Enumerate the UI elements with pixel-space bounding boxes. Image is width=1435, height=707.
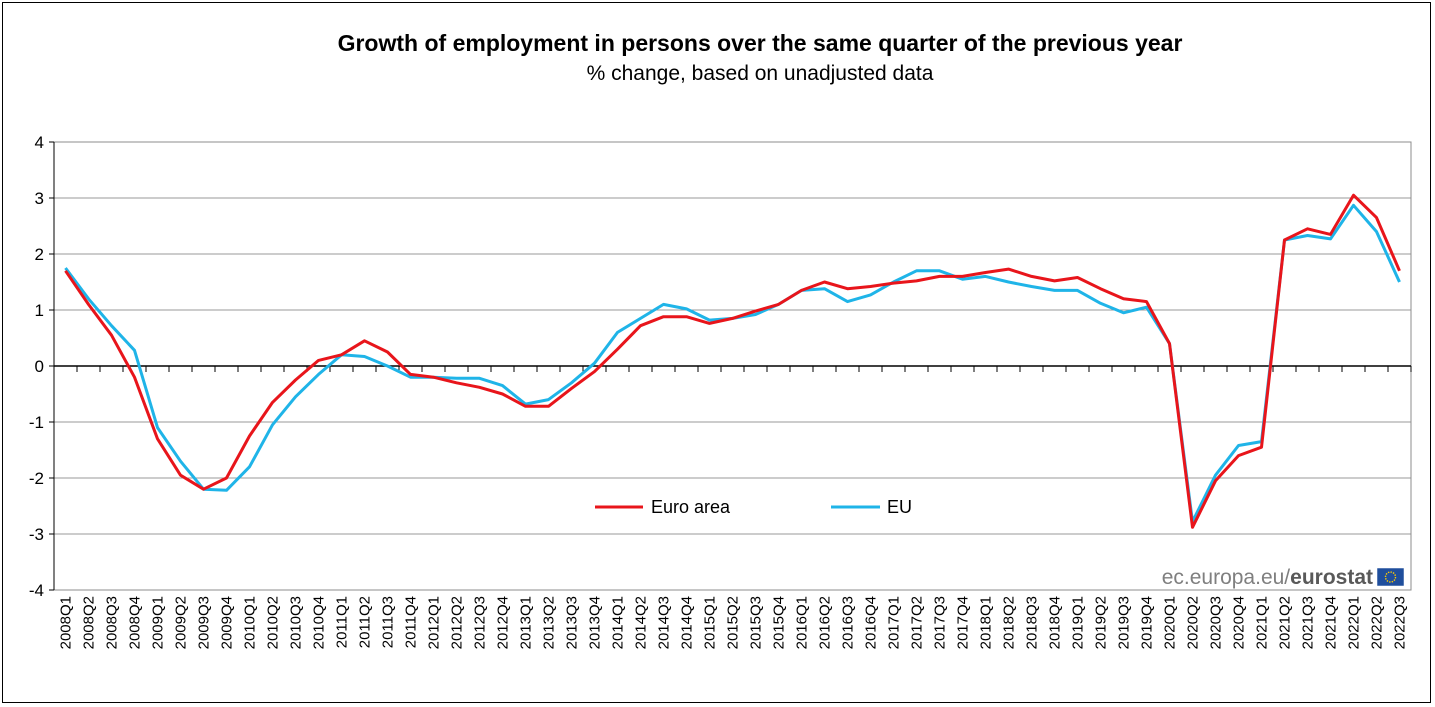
x-tick-label: 2011Q4 <box>403 596 420 648</box>
x-tick-label: 2009Q1 <box>150 596 167 649</box>
x-tick-label: 2013Q1 <box>518 596 535 649</box>
x-tick-label: 2018Q2 <box>1001 596 1018 649</box>
x-tick-label: 2014Q3 <box>656 596 673 649</box>
chart-subtitle: % change, based on unadjusted data <box>587 62 934 85</box>
x-tick-label: 2019Q2 <box>1093 596 1110 649</box>
x-tick-label: 2010Q3 <box>288 596 305 649</box>
y-tick-label: 1 <box>35 301 44 320</box>
source-text: ec.europa.eu/eurostat <box>1162 566 1373 589</box>
x-tick-label: 2009Q3 <box>196 596 213 649</box>
x-tick-label: 2012Q3 <box>472 596 489 649</box>
series-line-euro-area <box>64 193 1401 529</box>
x-tick-label: 2014Q4 <box>679 596 696 649</box>
x-tick-label: 2021Q2 <box>1277 596 1294 649</box>
x-tick-label: 2017Q1 <box>886 596 903 649</box>
x-tick-label: 2010Q4 <box>311 596 328 649</box>
x-tick-label: 2012Q2 <box>449 596 466 649</box>
y-tick-label: -2 <box>29 469 44 488</box>
x-tick-label: 2019Q1 <box>1070 596 1087 649</box>
x-tick-label: 2019Q3 <box>1116 596 1133 649</box>
plot-area: 4 3 2 1 0 -1 -2 -3 -4 2008Q1 2008Q2 2008Q3 2008Q4 200… <box>29 133 1412 649</box>
x-tick-label: 2008Q3 <box>104 596 121 649</box>
x-tick-label: 2015Q4 <box>771 596 788 649</box>
source-credit: ec.europa.eu/eurostat <box>1162 566 1405 589</box>
source-brand: eurostat <box>1290 566 1373 589</box>
x-tick-label: 2011Q1 <box>334 596 351 648</box>
chart-title: Growth of employment in persons over the… <box>338 30 1183 56</box>
legend: Euro area EU <box>595 497 912 517</box>
legend-label-eu: EU <box>887 497 912 517</box>
x-tick-label: 2012Q4 <box>495 596 512 649</box>
x-tick-label: 2017Q4 <box>955 596 972 649</box>
y-tick-label: 2 <box>35 245 44 264</box>
x-tick-label: 2010Q2 <box>265 596 282 649</box>
x-tick-label: 2014Q1 <box>610 596 627 649</box>
series-line-eu <box>64 203 1401 524</box>
x-tick-label: 2013Q3 <box>564 596 581 649</box>
x-tick-label: 2015Q2 <box>725 596 742 649</box>
y-tick-label: 0 <box>35 357 44 376</box>
x-tick-label: 2016Q3 <box>840 596 857 649</box>
x-tick-label: 2022Q2 <box>1369 596 1386 649</box>
eu-flag-icon <box>1376 567 1405 587</box>
x-tick-label: 2017Q3 <box>932 596 949 649</box>
x-tick-label: 2008Q4 <box>127 596 144 649</box>
x-tick-label: 2011Q2 <box>357 596 374 648</box>
y-tick-label: -3 <box>29 525 44 544</box>
x-tick-label: 2020Q3 <box>1208 596 1225 649</box>
x-tick-label: 2018Q3 <box>1024 596 1041 649</box>
x-tick-label: 2016Q4 <box>863 596 880 649</box>
x-tick-label: 2021Q3 <box>1300 596 1317 649</box>
x-tick-label: 2020Q4 <box>1231 596 1248 649</box>
source-prefix: ec.europa.eu/ <box>1162 566 1291 589</box>
x-tick-label: 2015Q1 <box>702 596 719 649</box>
x-tick-label: 2011Q3 <box>380 596 397 648</box>
x-tick-label: 2009Q2 <box>173 596 190 649</box>
x-tick-label: 2010Q1 <box>242 596 259 649</box>
x-tick-label: 2020Q2 <box>1185 596 1202 649</box>
x-tick-label: 2013Q2 <box>541 596 558 649</box>
y-tick-label: 4 <box>35 133 44 152</box>
legend-label-euro-area: Euro area <box>651 497 731 517</box>
x-tick-label: 2008Q1 <box>58 596 75 649</box>
x-tick-label: 2012Q1 <box>426 596 443 649</box>
x-tick-label: 2009Q4 <box>219 596 236 649</box>
x-tick-label: 2020Q1 <box>1162 596 1179 649</box>
x-tick-label: 2022Q1 <box>1346 596 1363 649</box>
x-tick-label: 2018Q4 <box>1047 596 1064 649</box>
x-tick-label: 2008Q2 <box>81 596 98 649</box>
x-tick-label: 2016Q1 <box>794 596 811 649</box>
x-tick-label: 2019Q4 <box>1139 596 1156 649</box>
x-tick-label: 2014Q2 <box>633 596 650 649</box>
x-tick-label: 2022Q3 <box>1392 596 1409 649</box>
x-tick-label: 2018Q1 <box>978 596 995 649</box>
y-tick-label: -1 <box>29 413 44 432</box>
y-tick-label: 3 <box>35 189 44 208</box>
x-tick-label: 2016Q2 <box>817 596 834 649</box>
x-tick-label: 2017Q2 <box>909 596 926 649</box>
x-tick-label: 2021Q4 <box>1323 596 1340 649</box>
y-tick-label: -4 <box>29 581 44 600</box>
x-tick-label: 2013Q4 <box>587 596 604 649</box>
x-tick-label: 2015Q3 <box>748 596 765 649</box>
x-tick-label: 2021Q1 <box>1254 596 1271 649</box>
